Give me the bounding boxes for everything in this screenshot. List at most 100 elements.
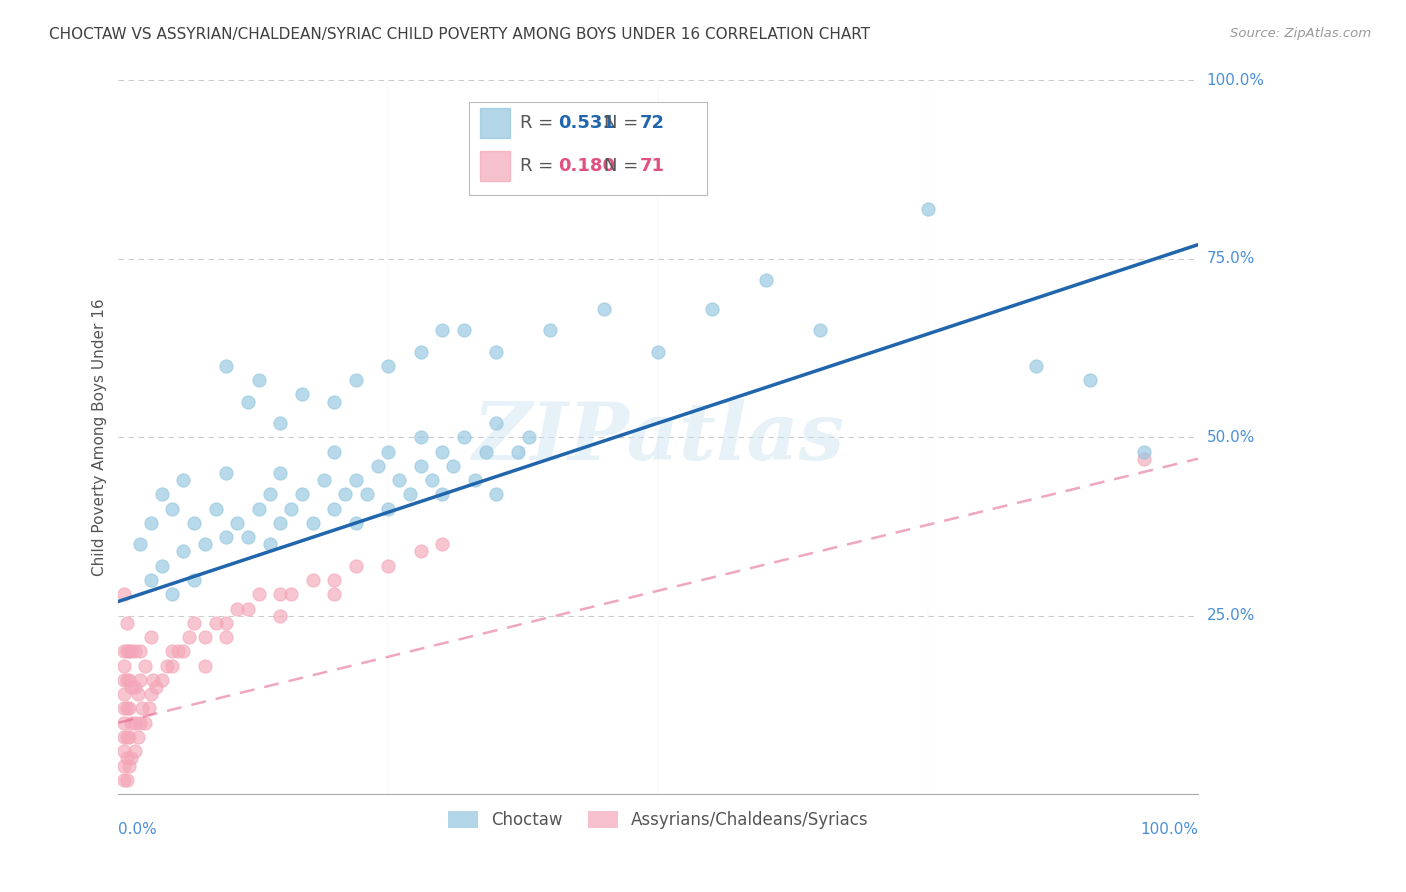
Point [226, 601, 249, 615]
Point [138, 701, 160, 715]
FancyBboxPatch shape [470, 102, 707, 194]
Point [323, 444, 346, 458]
Point [204, 501, 226, 516]
Point [115, 701, 138, 715]
Point [172, 544, 194, 558]
Point [432, 444, 454, 458]
Point [194, 630, 217, 644]
Point [134, 658, 156, 673]
Point [291, 387, 314, 401]
Point [344, 558, 367, 573]
Legend: Choctaw, Assyrians/Chaldeans/Syriacs: Choctaw, Assyrians/Chaldeans/Syriacs [441, 805, 876, 836]
Text: N =: N = [605, 114, 644, 132]
Point [377, 359, 399, 373]
Point [139, 687, 162, 701]
Text: 0.531: 0.531 [558, 114, 614, 132]
Point [194, 658, 217, 673]
Point [139, 630, 162, 644]
Text: R =: R = [520, 114, 560, 132]
Point [118, 758, 141, 772]
Point [474, 444, 496, 458]
Point [112, 658, 135, 673]
Point [112, 644, 135, 658]
Point [120, 644, 142, 658]
Point [420, 473, 443, 487]
Point [115, 673, 138, 687]
Point [247, 587, 270, 601]
Point [344, 516, 367, 530]
Point [485, 487, 508, 501]
Point [129, 537, 152, 551]
Point [702, 301, 724, 316]
Point [183, 573, 205, 587]
Point [150, 558, 173, 573]
Point [808, 323, 831, 337]
Point [409, 344, 432, 359]
Point [464, 473, 486, 487]
Point [323, 587, 346, 601]
Text: N =: N = [605, 157, 644, 175]
Point [215, 359, 238, 373]
Point [172, 644, 194, 658]
Text: 71: 71 [640, 157, 665, 175]
Point [399, 487, 422, 501]
Text: CHOCTAW VS ASSYRIAN/CHALDEAN/SYRIAC CHILD POVERTY AMONG BOYS UNDER 16 CORRELATIO: CHOCTAW VS ASSYRIAN/CHALDEAN/SYRIAC CHIL… [49, 27, 870, 42]
Point [118, 644, 141, 658]
Point [1078, 373, 1101, 387]
Point [269, 587, 291, 601]
Point [236, 601, 259, 615]
Point [917, 202, 939, 216]
Point [215, 615, 238, 630]
Text: 75.0%: 75.0% [1206, 252, 1254, 267]
Point [409, 458, 432, 473]
Point [129, 644, 152, 658]
Point [118, 730, 141, 744]
Point [118, 673, 141, 687]
Point [112, 744, 135, 758]
Point [166, 644, 188, 658]
Point [323, 501, 346, 516]
Point [593, 301, 616, 316]
Point [1025, 359, 1047, 373]
Point [127, 687, 149, 701]
FancyBboxPatch shape [479, 108, 510, 138]
Point [453, 430, 475, 444]
Point [485, 416, 508, 430]
Point [112, 587, 135, 601]
Point [129, 715, 152, 730]
Text: 25.0%: 25.0% [1206, 608, 1254, 624]
Point [150, 673, 173, 687]
Point [356, 487, 378, 501]
Point [150, 487, 173, 501]
Point [162, 501, 184, 516]
Point [323, 573, 346, 587]
Point [269, 516, 291, 530]
Point [115, 772, 138, 787]
Point [204, 615, 226, 630]
Point [162, 587, 184, 601]
Point [236, 394, 259, 409]
Text: 0.0%: 0.0% [118, 822, 157, 837]
Point [215, 466, 238, 480]
Point [139, 516, 162, 530]
Point [1133, 451, 1156, 466]
Point [156, 658, 179, 673]
Point [112, 715, 135, 730]
Text: 100.0%: 100.0% [1140, 822, 1198, 837]
Point [112, 687, 135, 701]
Point [134, 715, 156, 730]
Text: R =: R = [520, 157, 560, 175]
Point [301, 516, 323, 530]
Point [432, 487, 454, 501]
Point [269, 466, 291, 480]
Point [120, 680, 142, 694]
Point [377, 558, 399, 573]
Text: Source: ZipAtlas.com: Source: ZipAtlas.com [1230, 27, 1371, 40]
Point [120, 715, 142, 730]
Point [344, 473, 367, 487]
Point [432, 323, 454, 337]
Point [215, 630, 238, 644]
Point [139, 573, 162, 587]
FancyBboxPatch shape [479, 151, 510, 181]
Point [485, 344, 508, 359]
